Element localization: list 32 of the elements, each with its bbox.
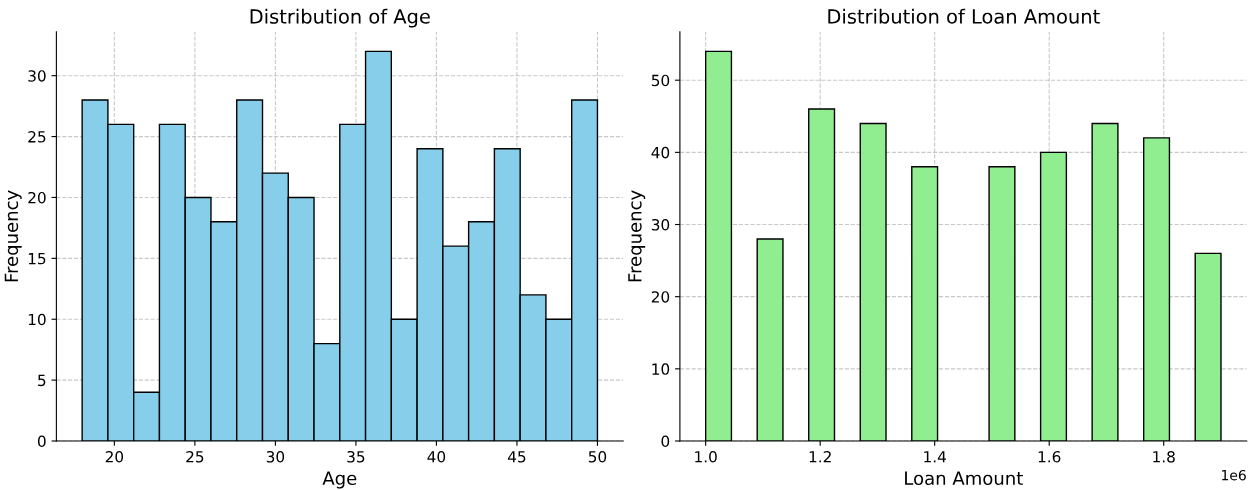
x-tick-label: 50 [588, 450, 607, 463]
y-tick-label: 15 [28, 253, 46, 265]
x-tick-label: 1.6 [1038, 450, 1061, 463]
x-tick-label: 25 [186, 450, 204, 463]
y-tick-label: 30 [28, 70, 46, 82]
x-axis-title: Loan Amount [905, 471, 1023, 486]
x-tick-label: 1.2 [809, 450, 831, 463]
x-tick-label: 45 [507, 451, 526, 463]
y-tick-label: 25 [28, 131, 46, 143]
y-tick-label: 40 [651, 146, 670, 159]
y-tick-label: 10 [652, 363, 670, 375]
y-tick-label: 0 [37, 435, 46, 448]
y-tick-label: 50 [651, 74, 670, 87]
y-axis-title: Frequency [628, 190, 646, 282]
x-tick-label: 1.4 [924, 451, 946, 463]
y-tick-label: 0 [661, 435, 670, 448]
y-tick-label: 30 [651, 218, 670, 231]
y-tick-label: 20 [28, 191, 46, 204]
text: 1e6 [1222, 469, 1246, 481]
chart-title: Distribution of Age [250, 8, 430, 28]
y-tick-label: 5 [38, 374, 46, 387]
y-tick-label: 10 [28, 313, 46, 326]
x-tick-label: 1.8 [1153, 450, 1175, 463]
x-axis-title: Age [322, 471, 357, 489]
y-tick-label: 20 [651, 291, 670, 303]
chart-title: Distribution of Loan Amount [828, 8, 1100, 24]
x-tick-label: 35 [347, 450, 365, 463]
x-tick-label: 30 [266, 450, 285, 463]
x-tick-label: 20 [105, 450, 124, 463]
y-axis-title: Frequency [4, 190, 22, 282]
x-tick-label: 1.0 [695, 450, 717, 463]
x-tick-label: 40 [427, 450, 446, 463]
